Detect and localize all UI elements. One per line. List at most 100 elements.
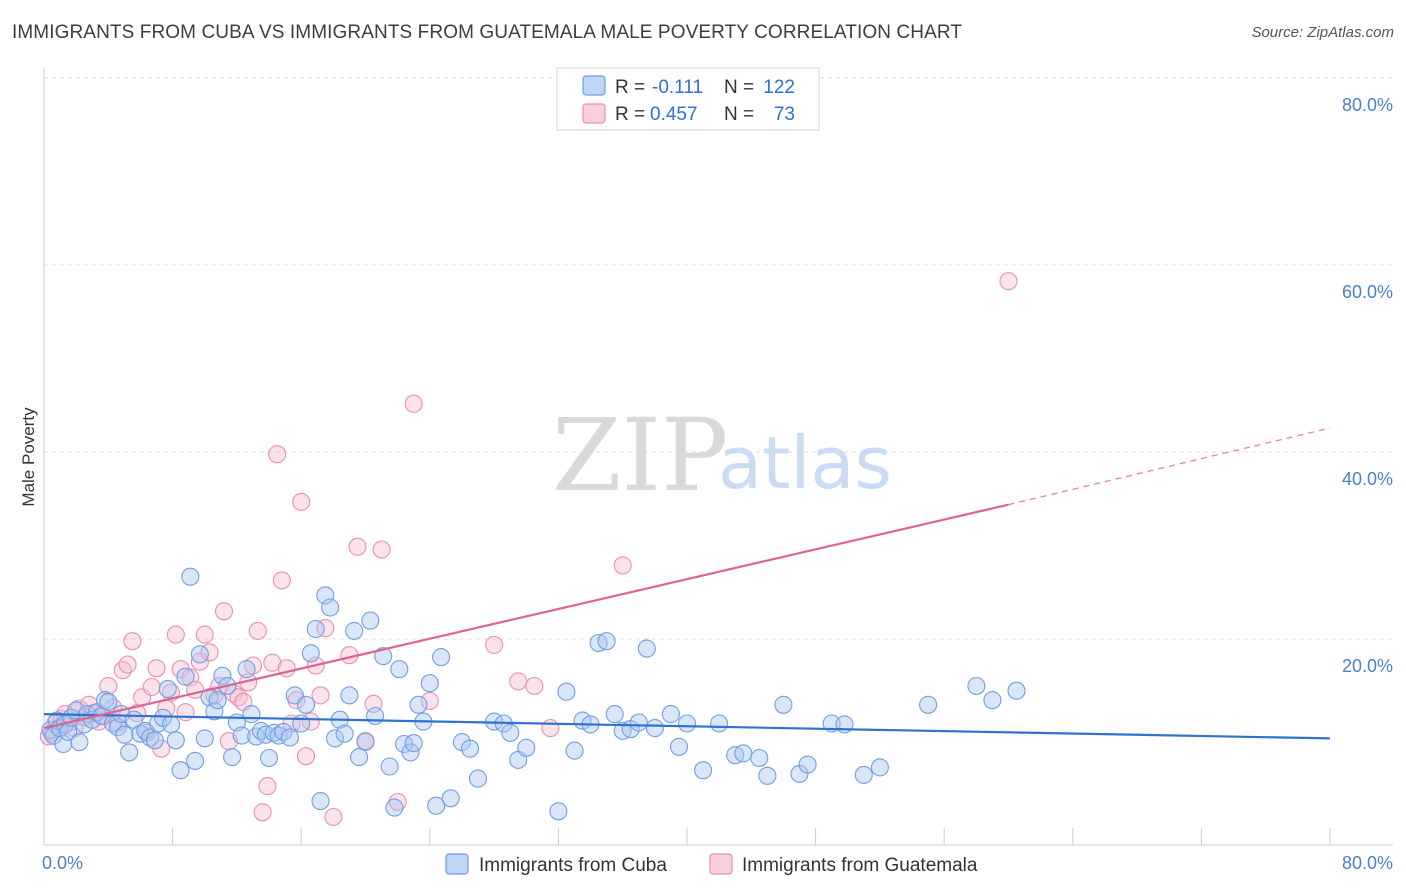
legend-n-label-cuba: N =: [724, 77, 754, 98]
guatemala-point: [214, 602, 234, 621]
guatemala-point: [404, 394, 423, 413]
source-label: Source: ZipAtlas.com: [1251, 24, 1394, 41]
trend-lines: [43, 427, 1331, 740]
bottom-legend-label-cuba: Immigrants from Cuba: [479, 855, 667, 876]
cuba-point: [149, 714, 168, 733]
guatemala-point: [123, 632, 142, 651]
bottom-legend-label-guatemala: Immigrants from Guatemala: [742, 855, 978, 876]
cuba-point: [597, 632, 616, 651]
legend-swatch-guatemala: [582, 103, 606, 124]
cuba-point: [186, 751, 205, 770]
bottom-legend-swatch-guatemala: [709, 853, 733, 875]
cuba-point: [637, 639, 656, 658]
cuba-point: [854, 765, 873, 784]
cuba-point: [374, 647, 393, 666]
cuba-point: [645, 719, 664, 738]
series-guatemala-points: [39, 272, 1018, 827]
cuba-point: [517, 738, 536, 757]
cuba-point: [404, 734, 423, 753]
guatemala-point: [190, 652, 209, 671]
y-tick-label-20: 20.0%: [1342, 656, 1393, 676]
guatemala-point: [541, 719, 560, 738]
cuba-point: [385, 798, 404, 817]
cuba-point: [350, 748, 369, 767]
cuba-point: [694, 761, 713, 780]
cuba-point: [565, 741, 584, 760]
guatemala-point: [296, 747, 316, 766]
trend-line-cuba: [43, 713, 1331, 740]
y-axis-title: Male Poverty: [19, 407, 38, 507]
cuba-point: [181, 567, 200, 586]
guatemala-point: [195, 625, 214, 644]
cuba-point: [420, 674, 439, 693]
cuba-point: [158, 679, 177, 698]
cuba-point: [758, 766, 777, 785]
cuba-point: [798, 755, 817, 774]
cuba-point: [345, 621, 364, 640]
cuba-point: [669, 737, 689, 756]
legend-r-value-cuba: -0.111: [652, 77, 703, 98]
cuba-point: [195, 729, 214, 748]
cuba-point: [242, 705, 261, 724]
guatemala-point: [118, 655, 137, 674]
cuba-point: [70, 733, 89, 752]
x-tick-label-max: 80.0%: [1342, 853, 1393, 873]
watermark: ZIP atlas: [552, 397, 892, 514]
cuba-point: [710, 714, 729, 733]
cuba-point: [441, 789, 460, 808]
guatemala-point: [311, 686, 330, 705]
guatemala-point: [420, 691, 439, 711]
cuba-point: [870, 758, 889, 777]
guatemala-point: [113, 661, 132, 680]
cuba-point: [54, 734, 73, 754]
cuba-point: [919, 695, 938, 714]
cuba-point: [190, 645, 209, 664]
guatemala-point: [176, 703, 195, 722]
chart-title: IMMIGRANTS FROM CUBA VS IMMIGRANTS FROM …: [12, 22, 963, 43]
cuba-point: [99, 692, 118, 711]
cuba-point: [629, 713, 648, 732]
cuba-point: [96, 691, 115, 710]
legend-r-value-guatemala: 0.457: [650, 104, 698, 125]
cuba-point: [321, 598, 340, 617]
cuba-point: [296, 695, 316, 714]
cuba-point: [292, 714, 311, 733]
cuba-point: [340, 686, 359, 705]
x-axis-ticks: [172, 828, 1331, 845]
cuba-point: [409, 695, 428, 714]
guatemala-point: [348, 537, 367, 556]
cuba-point: [605, 705, 624, 724]
axes: [43, 68, 1393, 846]
cuba-point: [822, 714, 841, 733]
guatemala-point: [268, 445, 287, 464]
cuba-point: [115, 725, 134, 744]
watermark-zip: ZIP: [552, 397, 728, 514]
cuba-point: [141, 728, 160, 747]
cuba-point: [750, 748, 769, 768]
legend-swatch-cuba: [582, 75, 606, 96]
guatemala-point: [147, 659, 166, 678]
guatemala-point: [324, 807, 343, 827]
guatemala-point: [388, 792, 407, 812]
cuba-point: [734, 744, 753, 763]
cuba-point: [967, 676, 986, 696]
cuba-point: [356, 732, 375, 751]
cuba-point: [557, 682, 576, 701]
guatemala-point: [292, 492, 311, 511]
guatemala-point: [316, 619, 335, 638]
legend-r-label-cuba: R =: [615, 77, 645, 98]
cuba-point: [232, 726, 251, 745]
cuba-point: [677, 714, 697, 733]
legend-n-value-guatemala: 73: [774, 104, 795, 125]
cuba-point: [380, 757, 399, 776]
cuba-point: [166, 731, 185, 750]
cuba-point: [145, 731, 164, 750]
cuba-point: [280, 728, 299, 747]
cuba-point: [171, 761, 190, 780]
cuba-point: [661, 705, 680, 724]
trend-line-guatemala: [43, 503, 1009, 730]
cuba-point: [501, 723, 520, 742]
legend-r-label-guatemala: R =: [615, 104, 645, 125]
guatemala-point: [142, 677, 161, 697]
